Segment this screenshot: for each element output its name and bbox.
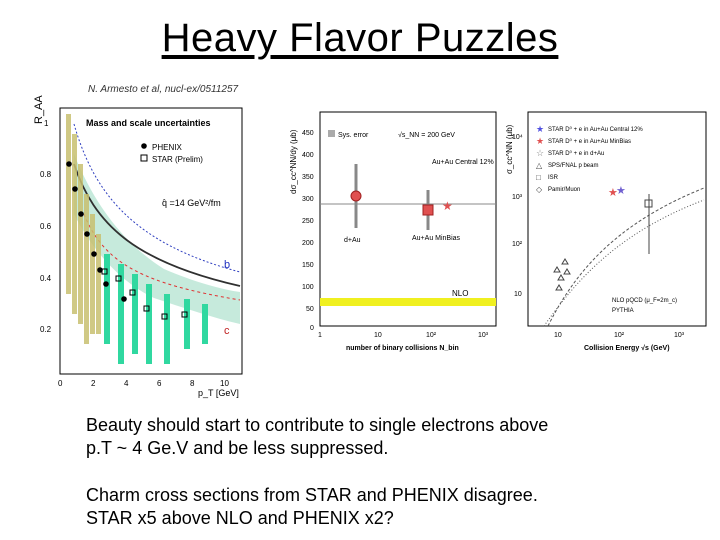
nbin-ytick: 150 [302, 262, 314, 269]
nbin-dau: d+Au [344, 237, 361, 244]
nbin-auau-minbias: Au+Au MinBias [412, 235, 461, 242]
energy-legend-item: STAR D⁰ + e in Au+Au MinBias [548, 138, 631, 145]
nbin-legend-sys: Sys. error [338, 132, 369, 139]
svg-text:★: ★ [616, 185, 626, 197]
nbin-ylabel: dσ_cc^NN/dy (μb) [289, 129, 298, 194]
reference-citation: N. Armesto et al, nucl-ex/0511257 [88, 84, 239, 95]
energy-ytick: 10 [514, 291, 522, 298]
raa-ylabel: R_AA [34, 95, 45, 124]
energy-ytick: 10⁴ [512, 134, 523, 141]
raa-ytick: 0.2 [40, 325, 52, 334]
raa-ytick: 1 [44, 119, 49, 128]
svg-text:★: ★ [536, 124, 544, 134]
raa-xtick: 10 [220, 379, 229, 388]
raa-plot: R_AA 1 0.8 0.6 0.4 0.2 0 2 4 6 8 10 p_T … [34, 94, 266, 400]
paragraph-charm-line2: STAR x5 above NLO and PHENIX x2? [86, 508, 394, 528]
nbin-ytick: 450 [302, 130, 314, 137]
paragraph-beauty-line1: Beauty should start to contribute to sin… [86, 415, 549, 435]
energy-xtick: 10 [554, 332, 562, 339]
raa-xtick: 0 [58, 379, 63, 388]
raa-xtick: 2 [91, 379, 96, 388]
raa-legend-phenix: PHENIX [152, 143, 182, 152]
svg-text:★: ★ [442, 199, 453, 213]
raa-ytick: 0.6 [40, 222, 52, 231]
svg-text:△: △ [536, 161, 543, 170]
raa-xtick: 6 [157, 379, 162, 388]
energy-pythia-label: PYTHIA [612, 308, 634, 314]
nbin-nlo-label: NLO [452, 289, 468, 298]
svg-text:★: ★ [536, 136, 544, 146]
svg-text:◇: ◇ [536, 185, 543, 194]
raa-xtick: 8 [190, 379, 195, 388]
raa-qhat: q̂ =14 GeV²/fm [162, 198, 221, 208]
energy-ytick: 10² [512, 241, 523, 248]
svg-text:☆: ☆ [536, 148, 544, 158]
raa-label-c: c [224, 325, 230, 337]
raa-legend-title: Mass and scale uncertainties [86, 118, 211, 128]
nbin-xlabel: number of binary collisions N_bin [346, 345, 459, 352]
nbin-xtick: 10² [426, 332, 437, 339]
nbin-xtick: 10 [374, 332, 382, 339]
raa-ytick: 0.8 [40, 170, 52, 179]
nbin-xtick: 1 [318, 332, 322, 339]
raa-xtick: 4 [124, 379, 129, 388]
energy-legend-item: SPS/FNAL p beam [548, 163, 598, 169]
nbin-ytick: 100 [302, 284, 314, 291]
svg-text:□: □ [536, 173, 541, 182]
nbin-ytick: 50 [306, 306, 314, 313]
svg-text:★: ★ [608, 187, 618, 199]
energy-legend-item: Pamir/Muon [548, 187, 580, 193]
energy-legend-item: ISR [548, 175, 559, 181]
energy-legend-item: STAR D⁰ + e in d+Au [548, 150, 604, 157]
nbin-ytick: 200 [302, 240, 314, 247]
nbin-ytick: 350 [302, 174, 314, 181]
energy-xlabel: Collision Energy √s (GeV) [584, 344, 670, 352]
raa-label-b: b [224, 259, 230, 271]
energy-xtick: 10² [614, 332, 625, 339]
charm-xsec-vs-nbin-plot: dσ_cc^NN/dy (μb) 450 400 350 300 250 200… [286, 104, 500, 358]
paragraph-beauty-line2: p.T ~ 4 Ge.V and be less suppressed. [86, 438, 389, 458]
raa-ytick: 0.4 [40, 274, 52, 283]
nbin-ytick: 0 [310, 325, 314, 332]
nbin-ytick: 300 [302, 196, 314, 203]
nbin-xtick: 10³ [478, 332, 489, 339]
nbin-auau-central: Au+Au Central 12% [432, 159, 494, 166]
paragraph-charm-line1: Charm cross sections from STAR and PHENI… [86, 485, 538, 505]
raa-xlabel: p_T [GeV] [198, 388, 239, 398]
nbin-ytick: 400 [302, 152, 314, 159]
slide-title: Heavy Flavor Puzzles [161, 16, 559, 60]
nbin-ytick: 250 [302, 218, 314, 225]
energy-xtick: 10³ [674, 332, 685, 339]
energy-legend-item: STAR D⁰ + e in Au+Au Central 12% [548, 126, 643, 133]
charm-xsec-vs-energy-plot: σ_cc^NN (μb) 10⁴ 10³ 10² 10 ★ ★ ★ STAR D… [504, 104, 710, 358]
energy-ylabel: σ_cc^NN (μb) [505, 124, 514, 174]
raa-legend-star: STAR (Prelim) [152, 155, 203, 164]
energy-ytick: 10³ [512, 194, 523, 201]
nbin-energy: √s_NN = 200 GeV [398, 131, 455, 139]
energy-nlo-label: NLO pQCD (μ_F=2m_c) [612, 298, 677, 304]
